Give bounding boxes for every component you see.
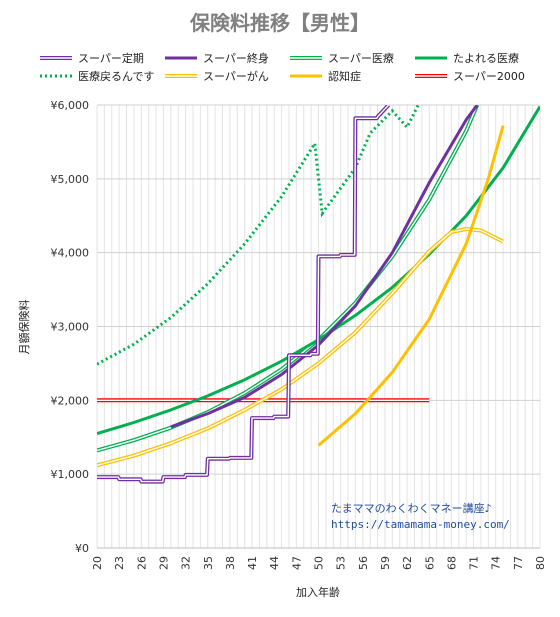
- x-tick-label: 74: [490, 556, 503, 570]
- x-tick-label: 35: [202, 556, 215, 570]
- legend-item: スーパー2000: [415, 70, 525, 83]
- watermark-line2: https://tamamama-money.com/: [331, 518, 510, 531]
- x-tick-label: 32: [180, 556, 193, 570]
- legend-item: たよれる医療: [415, 51, 519, 65]
- y-axis-label: 月額保険料: [17, 300, 31, 355]
- y-tick-label: ¥3,000: [51, 321, 90, 334]
- series-1: [170, 105, 479, 429]
- x-tick-label: 56: [357, 556, 370, 570]
- series-line-inner: [97, 105, 390, 483]
- x-tick-label: 80: [534, 556, 547, 570]
- series-line: [317, 125, 505, 447]
- legend-item: スーパー定期: [40, 51, 144, 65]
- legend-label: スーパー終身: [203, 51, 269, 65]
- x-tick-label: 38: [224, 556, 237, 570]
- legend-item: スーパーがん: [165, 69, 269, 83]
- legend-label: 認知症: [328, 69, 361, 83]
- series-line: [170, 105, 479, 429]
- x-tick-label: 65: [423, 556, 436, 570]
- x-tick-label: 50: [313, 556, 326, 570]
- series-6: [317, 125, 505, 447]
- y-tick-label: ¥6,000: [51, 99, 90, 112]
- legend-label: スーパー2000: [453, 70, 525, 83]
- x-tick-label: 53: [335, 556, 348, 570]
- watermark-line1: たまママのわくわくマネー講座♪: [331, 501, 492, 515]
- series-line: [97, 105, 420, 366]
- x-tick-label: 20: [91, 556, 104, 570]
- series-layer: [97, 105, 540, 484]
- x-tick-label: 47: [290, 556, 303, 570]
- y-tick-label: ¥2,000: [51, 394, 90, 407]
- legend-item: スーパー医療: [290, 51, 394, 65]
- legend-item: 医療戻るんです: [40, 69, 154, 83]
- x-tick-label: 71: [468, 556, 481, 570]
- series-4: [97, 105, 420, 366]
- x-tick-label: 26: [135, 556, 148, 570]
- legend-item: スーパー終身: [165, 51, 269, 65]
- tick-labels: ¥0 ¥1,000 ¥2,000 ¥3,000 ¥4,000 ¥5,000 ¥6,000 20…: [51, 99, 548, 570]
- chart-title: 保険料推移【男性】: [189, 11, 370, 35]
- y-tick-label: ¥0: [75, 542, 89, 555]
- y-tick-label: ¥1,000: [51, 468, 90, 481]
- legend-label: スーパーがん: [203, 69, 269, 83]
- series-0: [97, 105, 391, 484]
- legend-label: 医療戻るんです: [78, 69, 154, 83]
- x-tick-label: 68: [445, 556, 458, 570]
- x-tick-label: 77: [512, 556, 525, 570]
- x-tick-label: 29: [157, 556, 170, 570]
- legend-label: たよれる医療: [453, 51, 519, 65]
- x-tick-label: 23: [113, 556, 126, 570]
- x-tick-label: 41: [246, 556, 259, 570]
- series-line-inner: [97, 228, 504, 466]
- x-tick-label: 44: [268, 556, 281, 570]
- y-tick-label: ¥4,000: [51, 247, 90, 260]
- x-tick-label: 62: [401, 556, 414, 570]
- series-5: [97, 227, 504, 468]
- legend-label: スーパー医療: [328, 51, 394, 65]
- legend-item: 認知症: [290, 69, 361, 83]
- x-tick-label: 59: [379, 556, 392, 570]
- x-axis-label: 加入年齢: [296, 585, 340, 599]
- legend-label: スーパー定期: [78, 51, 144, 65]
- y-tick-label: ¥5,000: [51, 173, 90, 186]
